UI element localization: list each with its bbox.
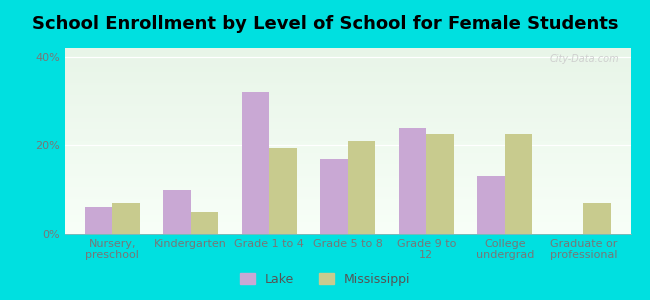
Bar [477,176,505,234]
Bar [348,141,375,234]
Bar [163,190,190,234]
Bar [269,148,296,234]
Bar [84,207,112,234]
Bar [320,159,348,234]
Text: School Enrollment by Level of School for Female Students: School Enrollment by Level of School for… [32,15,618,33]
Bar [242,92,269,234]
Bar [426,134,454,234]
Bar [112,203,140,234]
Bar [190,212,218,234]
Text: City-Data.com: City-Data.com [549,54,619,64]
Legend: Lake, Mississippi: Lake, Mississippi [235,268,415,291]
Bar [584,203,611,234]
Bar [505,134,532,234]
Bar [399,128,426,234]
